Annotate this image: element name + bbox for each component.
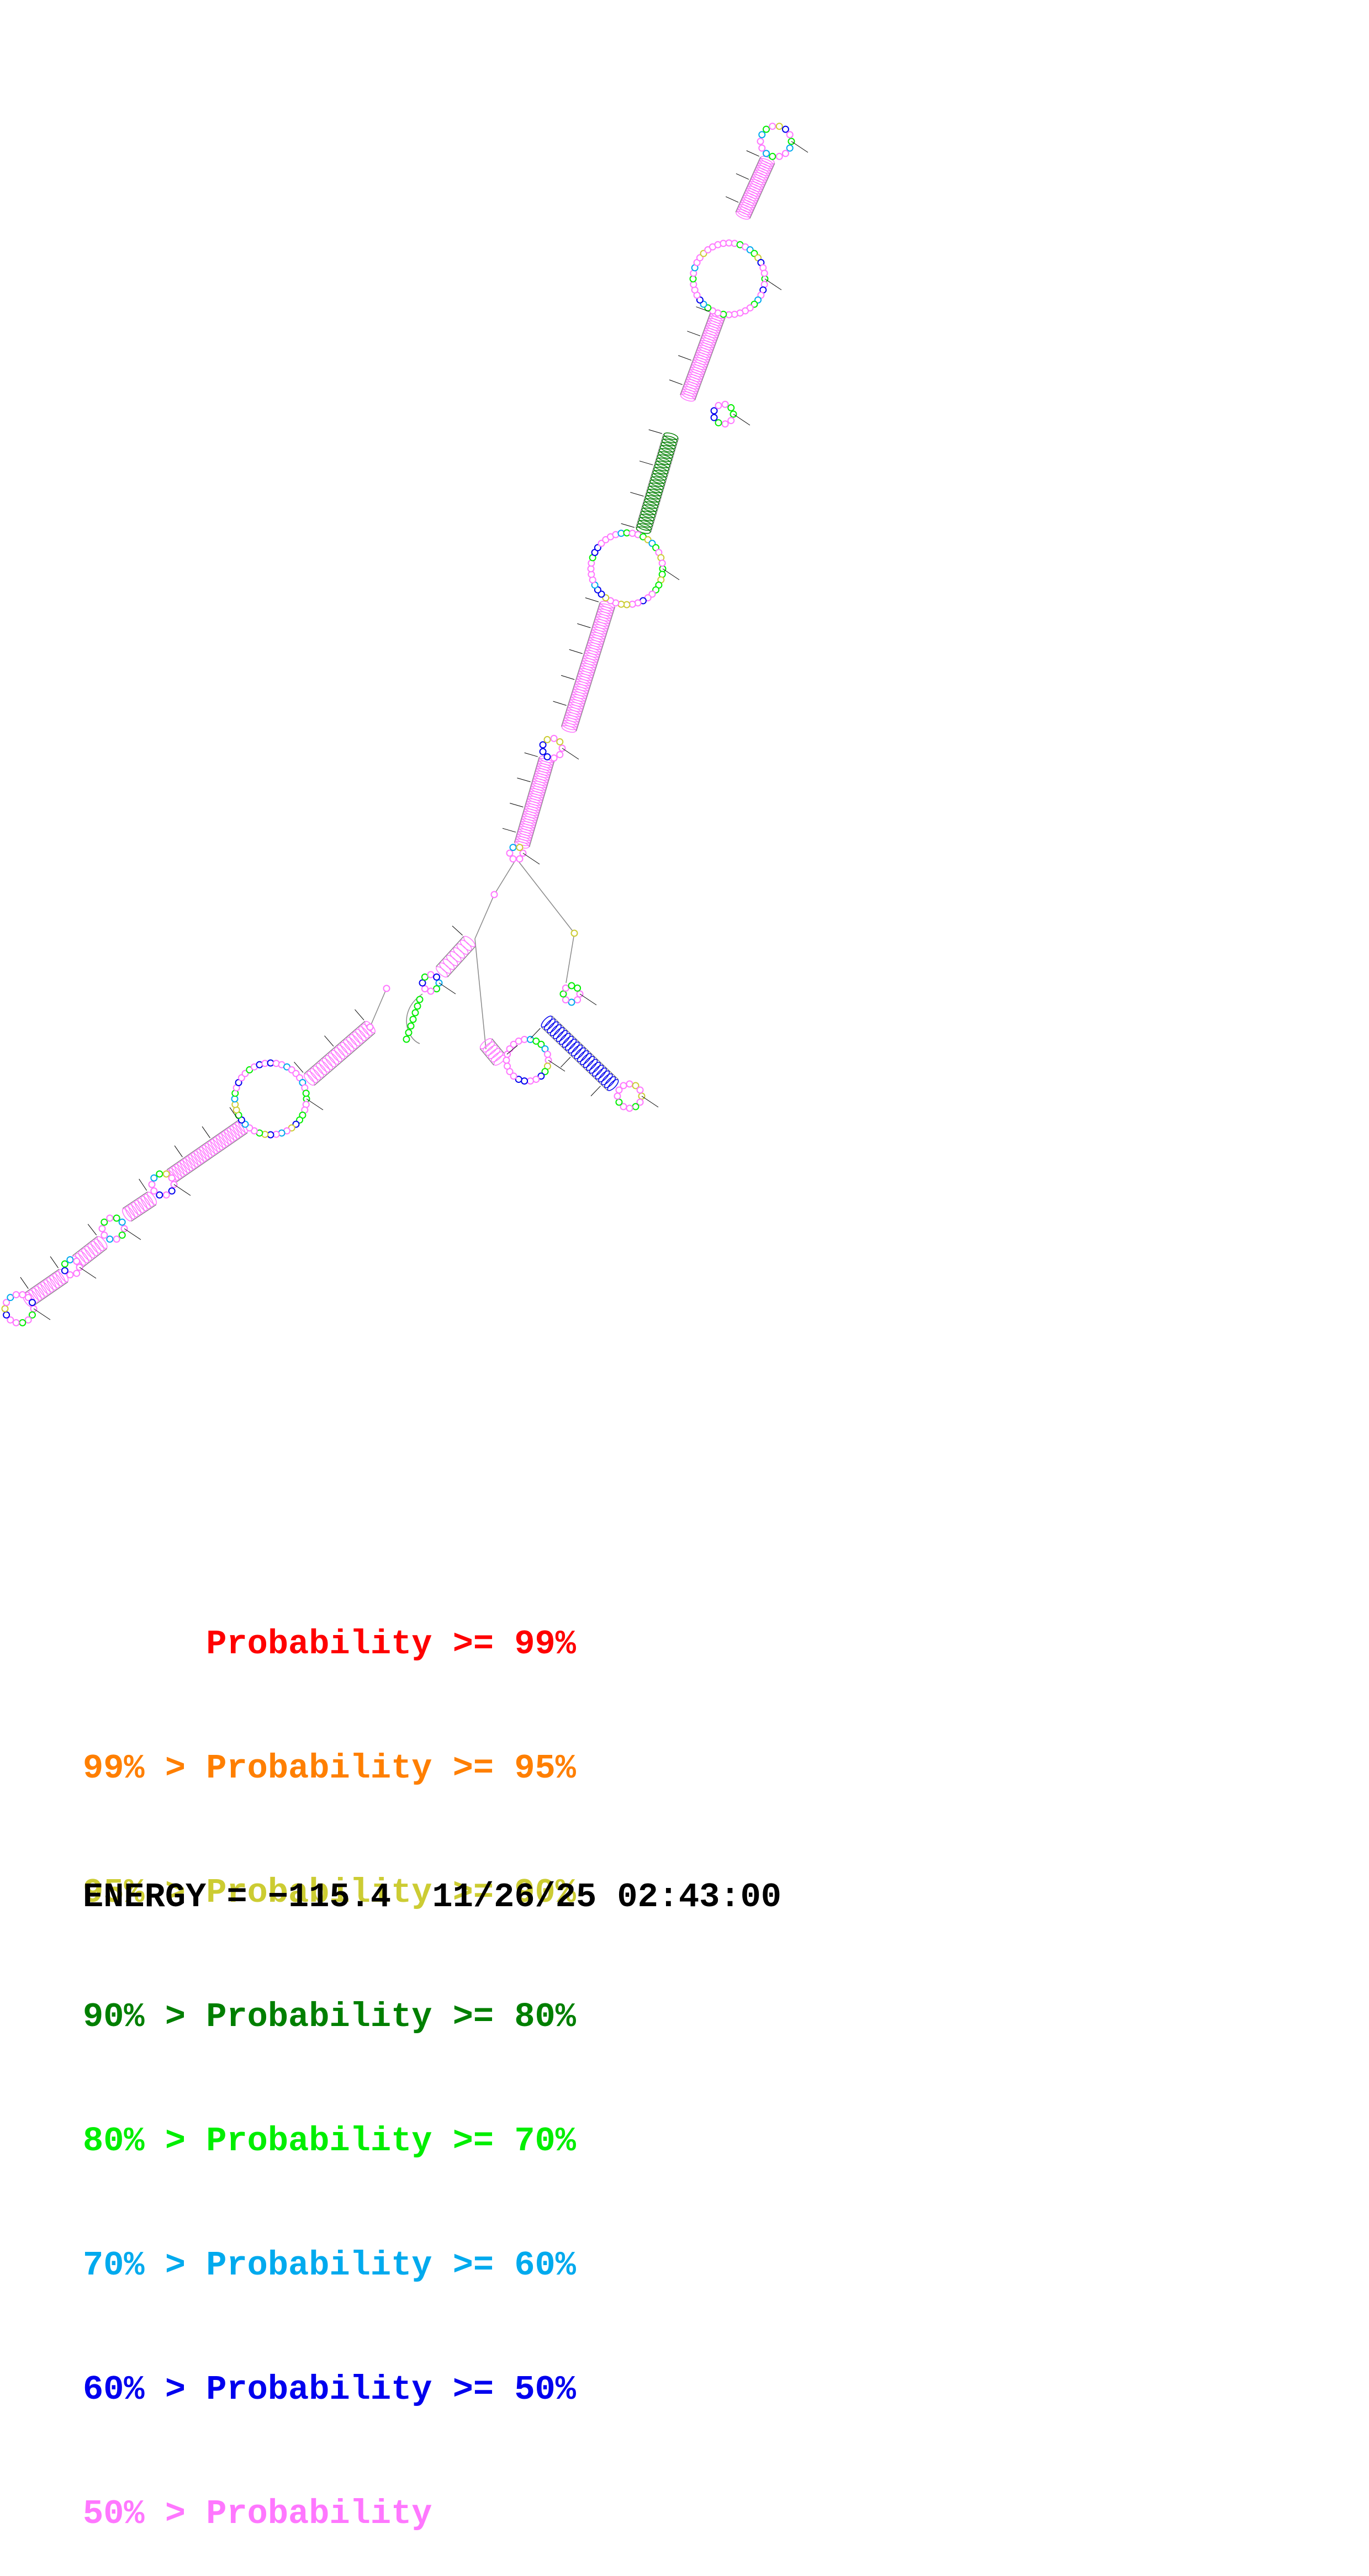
legend-row-60: 70% > Probability >= 60% <box>83 2246 576 2285</box>
position-ticks <box>20 141 808 1320</box>
legend-row-95: 99% > Probability >= 95% <box>83 1749 576 1788</box>
energy-timestamp: ENERGY = −115.4 11/26/25 02:43:00 <box>83 1877 782 1917</box>
legend-row-below-50: 50% > Probability <box>83 2494 432 2533</box>
nucleotide-circles <box>1 123 795 1326</box>
rna-secondary-structure-diagram <box>1 123 808 1326</box>
structure-backbone <box>4 125 792 1324</box>
legend-row-50: 60% > Probability >= 50% <box>83 2370 576 2409</box>
legend-row-70: 80% > Probability >= 70% <box>83 2122 576 2161</box>
legend-row-80: 90% > Probability >= 80% <box>83 1997 576 2037</box>
legend-row-99: Probability >= 99% <box>83 1625 576 1664</box>
base-pair-lines <box>22 156 775 1307</box>
probability-legend: Probability >= 99% 99% > Probability >= … <box>83 1541 576 2576</box>
legend-row-90: 95% > Probability >= 90% <box>83 1873 576 1912</box>
